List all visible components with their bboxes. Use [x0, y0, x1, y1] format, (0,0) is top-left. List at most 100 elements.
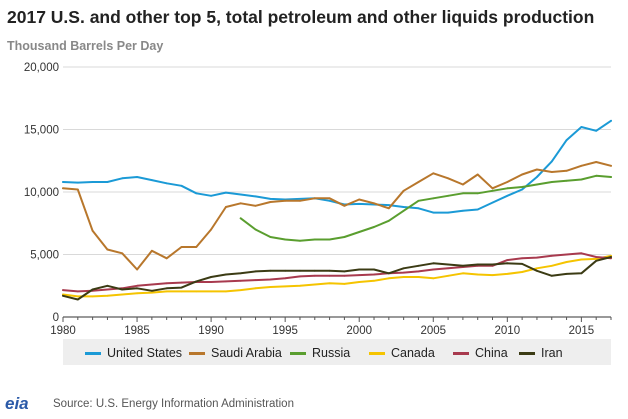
series-lines: [62, 119, 612, 301]
data-point-saudi-arabia-1996: [299, 199, 301, 202]
y-tick-label-5000: 5,000: [30, 250, 59, 262]
data-point-united-states-1989: [195, 192, 198, 195]
data-point-saudi-arabia-2009: [491, 187, 494, 190]
x-tick-label-2015: 2015: [569, 325, 595, 337]
data-point-united-states-1996: [299, 198, 301, 200]
data-point-china-1991: [225, 280, 227, 283]
x-tick-label-2000: 2000: [346, 325, 372, 337]
data-point-saudi-arabia-2000: [358, 198, 361, 201]
data-point-united-states-2005: [432, 211, 435, 214]
data-point-iran-1981: [76, 298, 79, 301]
y-tick-label-15000: 15,000: [24, 125, 59, 137]
data-point-canada-1998: [328, 282, 331, 285]
data-point-united-states-1984: [121, 177, 124, 180]
data-point-united-states-2013: [550, 160, 553, 163]
data-point-iran-2008: [476, 263, 479, 266]
data-point-united-states-2006: [447, 211, 449, 214]
data-point-iran-2013: [550, 274, 553, 277]
data-point-russia-2014: [565, 179, 568, 182]
data-point-saudi-arabia-2012: [536, 168, 538, 171]
data-point-russia-2002: [387, 219, 390, 222]
legend-label-russia: Russia: [312, 346, 351, 360]
data-point-canada-1996: [299, 284, 301, 287]
data-point-iran-1988: [180, 286, 183, 289]
data-point-saudi-arabia-1992: [239, 202, 242, 205]
data-point-iran-2016: [595, 259, 598, 262]
data-point-russia-2013: [550, 181, 553, 183]
eia-logo: eia: [5, 394, 29, 413]
data-point-iran-2003: [402, 267, 405, 270]
data-point-china-2001: [373, 273, 375, 276]
data-point-canada-1988: [180, 290, 183, 293]
data-point-saudi-arabia-1988: [180, 246, 183, 248]
grid-lines: [63, 66, 611, 255]
data-point-iran-1986: [151, 289, 153, 292]
data-point-russia-1998: [328, 238, 331, 241]
data-point-canada-1981: [76, 295, 79, 298]
data-point-canada-2012: [536, 267, 538, 270]
data-point-saudi-arabia-2016: [595, 161, 598, 163]
legend-label-canada: Canada: [391, 346, 435, 360]
data-point-united-states-2014: [565, 139, 568, 142]
data-point-iran-2009: [491, 263, 494, 266]
data-point-saudi-arabia-2011: [521, 173, 523, 176]
data-point-saudi-arabia-1999: [343, 204, 346, 207]
data-point-russia-2000: [358, 231, 361, 233]
data-point-iran-2014: [565, 273, 568, 275]
data-point-canada-1983: [106, 294, 109, 297]
legend-swatch-iran: [519, 352, 535, 355]
data-point-saudi-arabia-1984: [121, 252, 124, 255]
data-point-united-states-2003: [402, 206, 405, 208]
data-point-saudi-arabia-2001: [373, 202, 375, 205]
data-point-united-states-1991: [225, 191, 227, 194]
series-line-canada: [62, 254, 612, 298]
data-point-iran-1992: [239, 272, 242, 275]
data-point-russia-2004: [417, 199, 420, 202]
axes: 0 5,000 10,000 15,000 20,000 1980 1985 1990 1995…: [24, 62, 612, 337]
data-point-russia-1995: [284, 238, 287, 241]
data-point-russia-2012: [536, 183, 538, 186]
legend-swatch-china: [453, 352, 469, 355]
data-point-saudi-arabia-2004: [417, 181, 420, 183]
data-point-united-states-1990: [210, 194, 213, 197]
data-point-saudi-arabia-1985: [136, 268, 139, 271]
data-point-saudi-arabia-2002: [387, 207, 390, 210]
data-point-canada-2008: [476, 273, 479, 276]
data-point-iran-1991: [225, 273, 227, 276]
data-point-russia-2007: [462, 192, 464, 195]
data-point-china-1990: [210, 281, 213, 283]
data-point-china-2010: [506, 259, 509, 261]
data-point-china-1995: [284, 277, 287, 280]
legend-swatch-saudi-arabia: [189, 352, 205, 355]
data-point-russia-1994: [269, 236, 272, 238]
legend-label-saudi-arabia: Saudi Arabia: [211, 346, 282, 360]
data-point-united-states-2009: [491, 201, 494, 204]
data-point-russia-1997: [313, 238, 316, 241]
data-point-iran-2007: [462, 264, 464, 267]
data-point-united-states-2008: [476, 208, 479, 211]
data-point-united-states-1992: [239, 193, 242, 196]
data-point-china-1994: [269, 278, 272, 281]
data-point-china-1997: [313, 274, 316, 277]
data-point-saudi-arabia-2013: [550, 171, 553, 173]
data-point-saudi-arabia-1991: [225, 206, 227, 208]
data-point-iran-1983: [106, 284, 109, 287]
data-point-china-2016: [595, 256, 598, 258]
x-tick-label-2010: 2010: [495, 325, 521, 337]
data-point-canada-2003: [402, 276, 405, 278]
data-point-iran-2011: [521, 263, 523, 265]
legend-swatch-canada: [369, 352, 385, 355]
data-point-china-2000: [358, 274, 361, 276]
data-point-china-1996: [299, 275, 301, 278]
series-line-iran: [62, 256, 612, 301]
data-point-iran-1994: [269, 269, 272, 272]
data-point-united-states-2007: [462, 209, 464, 212]
data-point-iran-2006: [447, 263, 449, 266]
data-point-saudi-arabia-2003: [402, 189, 405, 192]
data-point-iran-1999: [343, 270, 346, 273]
y-tick-label-0: 0: [53, 312, 59, 324]
legend-swatch-united-states: [85, 352, 101, 355]
data-point-saudi-arabia-1987: [165, 257, 168, 260]
data-point-iran-1982: [91, 288, 94, 291]
